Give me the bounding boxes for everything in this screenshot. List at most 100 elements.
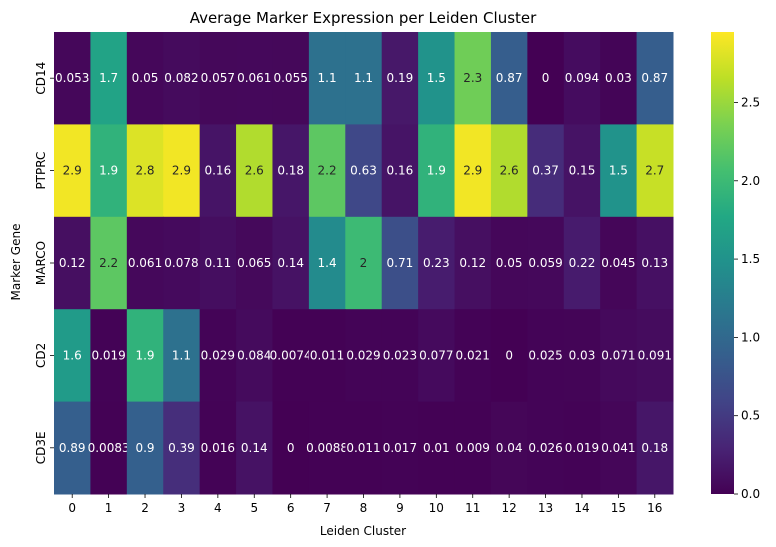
cell-value-label: 0.19 (387, 71, 414, 85)
cell-value-label: 0.029 (201, 348, 235, 362)
cell-value-label: 0.011 (346, 441, 380, 455)
heatmap-cell (126, 216, 164, 310)
heatmap-cell (236, 32, 273, 125)
cell-value-label: 0.041 (601, 441, 635, 455)
x-tick-label: 9 (396, 501, 404, 515)
cell-value-label: 0.01 (423, 441, 450, 455)
heatmap-cell (490, 216, 528, 310)
heatmap-cell (126, 32, 164, 125)
y-tick-label: CD14 (34, 62, 48, 95)
heatmap-cell (126, 309, 164, 403)
heatmap-cell (272, 124, 310, 218)
x-tick-label: 0 (68, 501, 76, 515)
heatmap-cell (272, 32, 310, 125)
heatmap-cell (54, 309, 91, 403)
colorbar-tick-label: 1.5 (741, 252, 760, 266)
cell-value-label: 0.065 (237, 256, 271, 270)
y-axis-ticks: CD14 PTPRC MARCO CD2 CD3E (34, 62, 54, 464)
y-tick-label: CD3E (34, 431, 48, 464)
colorbar-tick-label: 1.0 (741, 330, 760, 344)
heatmap-cell (308, 309, 346, 403)
heatmap-cell (381, 401, 419, 495)
x-tick-label: 13 (538, 501, 553, 515)
heatmap-cell (454, 309, 492, 403)
heatmap-cell (54, 124, 91, 218)
heatmap-cell (418, 32, 456, 125)
heatmap-cell (381, 124, 419, 218)
heatmap-cell (490, 124, 528, 218)
cell-value-label: 0.18 (641, 441, 668, 455)
heatmap-cell (454, 32, 492, 125)
colorbar (711, 32, 734, 494)
colorbar-tick-label: 0.0 (741, 487, 760, 501)
heatmap-cell (272, 309, 310, 403)
heatmap-cell (381, 32, 419, 125)
heatmap-cell (600, 216, 638, 310)
cell-value-label: 2.8 (135, 164, 154, 178)
heatmap-cell (126, 401, 164, 495)
cell-value-label: 0.12 (459, 256, 486, 270)
cell-value-label: 2.7 (645, 164, 664, 178)
heatmap-cell (163, 216, 201, 310)
cell-value-label: 2.9 (463, 164, 482, 178)
x-tick-label: 15 (611, 501, 626, 515)
heatmap-cell (199, 401, 237, 495)
heatmap-cell (636, 32, 674, 125)
heatmap-cell (600, 124, 638, 218)
heatmap-cell (345, 401, 383, 495)
cell-value-label: 0.019 (565, 441, 599, 455)
heatmap-cell (345, 309, 383, 403)
cell-value-label: 0.009 (456, 441, 490, 455)
y-tick-label: CD2 (34, 343, 48, 368)
cell-value-label: 0.061 (128, 256, 162, 270)
heatmap-cell (236, 309, 273, 403)
cell-value-label: 1.4 (318, 256, 337, 270)
heatmap-cell (54, 401, 91, 495)
cell-value-label: 0 (542, 71, 550, 85)
x-tick-label: 12 (502, 501, 517, 515)
cell-value-label: 2.3 (463, 71, 482, 85)
x-tick-label: 8 (360, 501, 368, 515)
heatmap-cell (563, 32, 601, 125)
cell-value-label: 0.14 (277, 256, 304, 270)
cell-value-label: 0.22 (569, 256, 596, 270)
heatmap-cell (490, 309, 528, 403)
x-axis-label: Leiden Cluster (320, 524, 406, 538)
heatmap-cell (272, 216, 310, 310)
heatmap-cell (308, 124, 346, 218)
x-tick-label: 2 (141, 501, 149, 515)
colorbar-tick-label: 2.5 (741, 95, 760, 109)
heatmap-cell (563, 216, 601, 310)
heatmap-cell (54, 216, 91, 310)
heatmap-cell (527, 309, 565, 403)
cell-value-label: 2.9 (63, 164, 82, 178)
x-tick-label: 16 (647, 501, 662, 515)
heatmap-cell (418, 309, 456, 403)
heatmap-cell (236, 401, 273, 495)
heatmap-cell (345, 124, 383, 218)
heatmap-cell (345, 216, 383, 310)
cell-value-label: 2.6 (245, 164, 264, 178)
cell-value-label: 1.1 (318, 71, 337, 85)
cell-value-label: 0.077 (419, 348, 453, 362)
heatmap-cell (272, 401, 310, 495)
cell-value-label: 1.7 (99, 71, 118, 85)
cell-value-label: 0.14 (241, 441, 268, 455)
cell-value-label: 0 (287, 441, 295, 455)
cell-value-label: 0.016 (201, 441, 235, 455)
cell-value-label: 0.87 (496, 71, 523, 85)
x-tick-label: 7 (323, 501, 331, 515)
heatmap-cell (381, 309, 419, 403)
heatmap-cell (636, 124, 674, 218)
heatmap-cell (199, 32, 237, 125)
heatmap-cell (563, 309, 601, 403)
cell-value-label: 0.026 (528, 441, 562, 455)
cell-value-label: 0.0074 (270, 348, 312, 362)
y-axis-label: Marker Gene (9, 224, 23, 301)
cell-value-label: 0.16 (387, 164, 414, 178)
heatmap-cell (600, 401, 638, 495)
heatmap-cell (236, 124, 273, 218)
colorbar-tick-label: 2.0 (741, 174, 760, 188)
heatmap-cell (418, 401, 456, 495)
